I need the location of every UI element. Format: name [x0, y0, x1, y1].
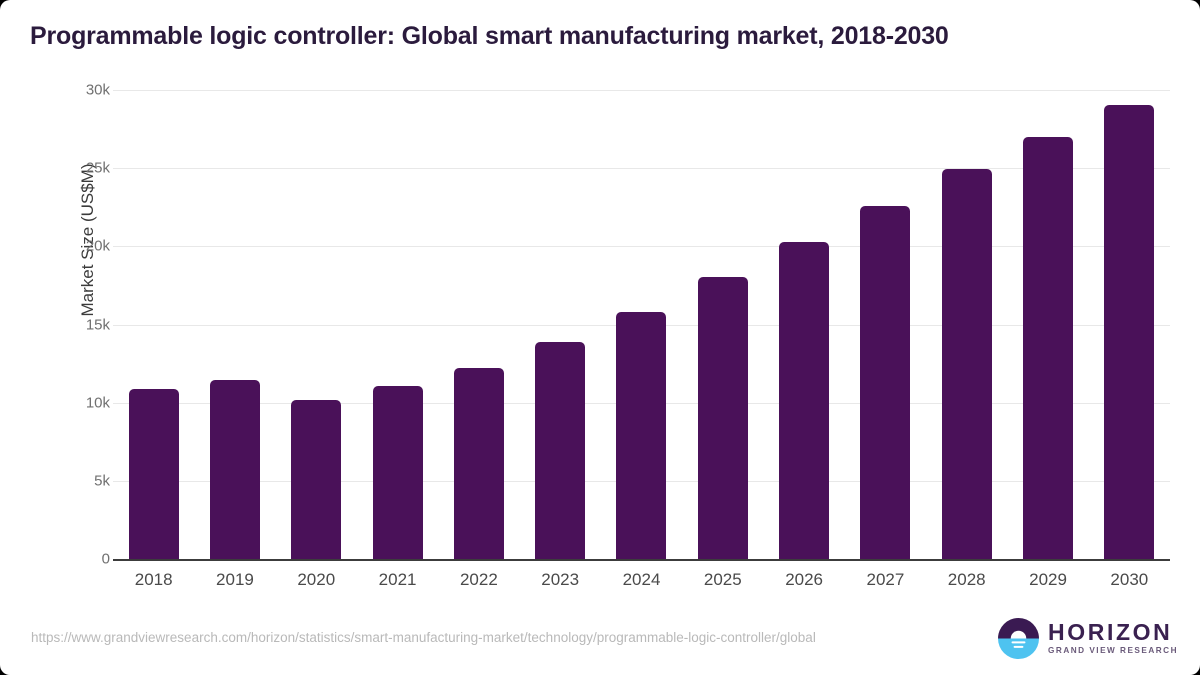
y-axis-tick-label: 20k [85, 237, 110, 255]
bar-series [113, 90, 1170, 559]
y-axis-tick-label: 15k [85, 316, 110, 333]
x-axis-tick-label: 2028 [947, 570, 986, 589]
bar[interactable] [616, 312, 667, 559]
horizon-logo-icon [998, 618, 1040, 659]
bar[interactable] [209, 380, 260, 559]
bar[interactable] [453, 367, 504, 559]
y-axis-tick-label: 30k [85, 81, 110, 99]
x-axis-tick-label: 2022 [459, 570, 498, 589]
y-axis-tick-label: 25k [85, 159, 110, 177]
x-axis-line [113, 559, 1170, 561]
x-axis-tick-label: 2026 [785, 570, 824, 589]
bar[interactable] [372, 386, 423, 559]
source-url[interactable]: https://www.grandviewresearch.com/horizo… [31, 630, 816, 645]
x-axis-tick-label: 2029 [1029, 570, 1067, 589]
x-axis-tick-label: 2027 [866, 570, 905, 589]
bar[interactable] [1104, 104, 1155, 559]
bar[interactable] [291, 399, 342, 559]
bar-slot [438, 90, 519, 559]
horizon-logo: HORIZON GRAND VIEW RESEARCH [998, 618, 1178, 659]
bar-slot [763, 90, 844, 559]
bar-slot [194, 90, 275, 559]
bar[interactable] [1023, 136, 1074, 559]
bar-slot [601, 90, 682, 559]
y-axis-tick-label: 10k [85, 394, 110, 412]
logo-tagline: GRAND VIEW RESEARCH [1048, 646, 1178, 656]
bar-slot [1089, 90, 1170, 559]
bar[interactable] [779, 241, 830, 559]
x-axis-tick-label: 2030 [1110, 570, 1149, 589]
bar[interactable] [941, 168, 992, 559]
bar-slot [682, 90, 763, 559]
y-axis-tick-label: 0 [101, 550, 110, 568]
x-axis-tick-label: 2023 [541, 570, 580, 589]
x-axis-tick-label: 2024 [622, 570, 661, 589]
horizon-logo-text: HORIZON GRAND VIEW RESEARCH [1048, 621, 1178, 655]
bar-slot [845, 90, 926, 559]
gridline [113, 246, 1170, 248]
bar[interactable] [128, 389, 179, 559]
x-axis-tick-label: 2020 [297, 570, 336, 589]
bar[interactable] [697, 276, 748, 559]
gridline [113, 168, 1170, 170]
bar[interactable] [860, 205, 911, 559]
gridline [113, 90, 1170, 91]
bar-slot [926, 90, 1007, 559]
page-title: Programmable logic controller: Global sm… [30, 22, 949, 50]
bar-slot [357, 90, 438, 559]
bar-slot [276, 90, 357, 559]
bar-slot [113, 90, 194, 559]
logo-wordmark: HORIZON [1048, 619, 1173, 646]
bar-slot [520, 90, 601, 559]
bar[interactable] [535, 342, 586, 559]
y-axis-tick-label: 5k [94, 472, 110, 490]
x-axis-tick-label: 2019 [216, 570, 254, 589]
x-axis-tick-label: 2025 [703, 570, 742, 589]
x-axis-tick-label: 2021 [378, 570, 417, 589]
x-axis-tick-label: 2018 [134, 570, 173, 589]
bar-slot [1007, 90, 1088, 559]
